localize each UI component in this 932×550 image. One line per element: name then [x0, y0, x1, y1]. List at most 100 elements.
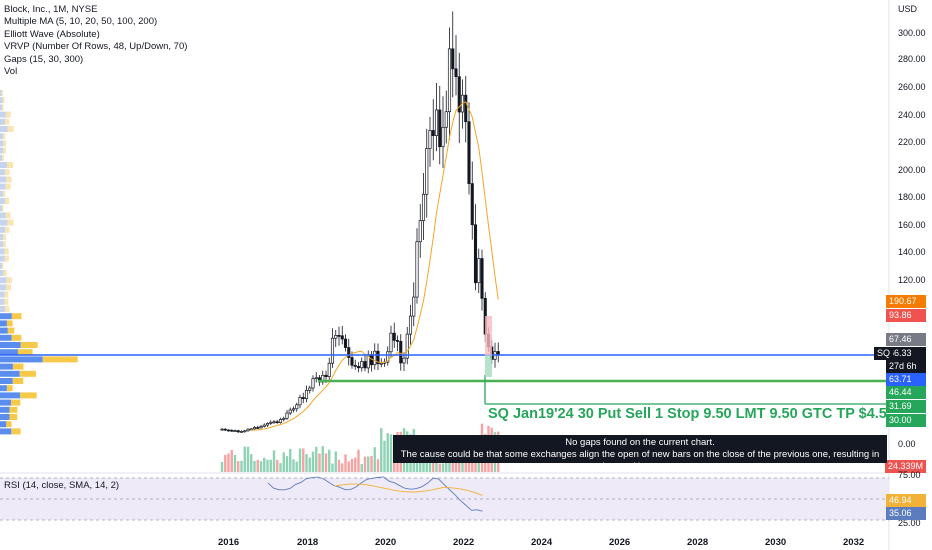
candle-body: [269, 421, 273, 424]
volume-bar: [259, 461, 263, 472]
profile-bar-down: [1, 90, 4, 96]
volume-bar: [220, 461, 224, 472]
x-tick: 2024: [531, 537, 553, 548]
candle-body: [295, 404, 299, 410]
profile-bar-down: [3, 147, 6, 154]
profile-bar-up: [0, 162, 8, 168]
indicator-elliott-wave[interactable]: Elliott Wave (Absolute): [4, 28, 100, 40]
profile-bar-up: [0, 306, 6, 312]
gaps-notice: No gaps found on the current chart. The …: [393, 435, 887, 472]
x-tick: 2016: [218, 537, 240, 548]
indicator-multiple-ma[interactable]: Multiple MA (5, 10, 20, 50, 100, 200): [4, 16, 158, 28]
profile-bar-down: [6, 421, 12, 428]
candle-body: [243, 430, 247, 433]
volume-bar: [224, 454, 227, 472]
candle-body: [467, 121, 471, 184]
profile-bar-up: [0, 198, 5, 204]
volume-bar: [318, 453, 321, 472]
candle-body: [256, 427, 260, 429]
profile-bar-down: [19, 370, 36, 377]
profile-bar-up: [0, 327, 8, 334]
volume-bar: [253, 460, 256, 472]
volume-bar: [276, 459, 279, 472]
profile-bar-up: [0, 126, 8, 132]
rsi-ma-line: [333, 483, 483, 496]
candle-body: [395, 340, 400, 342]
candles: [220, 11, 500, 433]
volume-bar: [308, 457, 311, 472]
candle-body: [308, 387, 312, 391]
indicator-vol[interactable]: Vol: [4, 66, 18, 78]
volume-bar: [360, 463, 363, 472]
candle-body: [337, 335, 341, 337]
volume-bar: [448, 458, 451, 472]
indicator-gaps[interactable]: Gaps (15, 30, 300): [4, 53, 84, 65]
profile-bar-up: [0, 205, 2, 212]
candle-body: [402, 357, 406, 364]
candle-body: [314, 377, 318, 380]
volume-bar: [471, 454, 474, 472]
candle-body: [425, 148, 429, 195]
profile-bar-down: [1, 205, 4, 212]
rsi-y-tick: 75.00: [898, 470, 921, 480]
volume-bar: [441, 463, 445, 472]
candle-body: [233, 430, 237, 432]
price-label-target: 31.69: [886, 400, 926, 413]
rsi-ma-label: 46.94: [886, 494, 926, 507]
trade-annotation[interactable]: SQ Jan19'24 30 Put Sell 1 Stop 9.50 LMT …: [488, 406, 887, 422]
volume-bar: [324, 453, 328, 472]
candle-body: [470, 183, 474, 226]
candle-body: [392, 332, 396, 341]
chart-title[interactable]: Block, Inc., 1M, NYSE: [4, 4, 98, 15]
price-label-high: 67.46: [886, 333, 926, 346]
profile-bar-down: [12, 363, 24, 370]
rsi-title[interactable]: RSI (14, close, SMA, 14, 2): [4, 480, 120, 491]
profile-bar-up: [0, 154, 3, 161]
y-tick: 300.00: [898, 28, 926, 38]
volume-bar: [250, 454, 253, 472]
profile-bar-down: [4, 198, 10, 204]
profile-bar-up: [0, 248, 5, 255]
candle-body: [223, 428, 227, 431]
volume-bar: [298, 448, 302, 472]
volume-bar: [373, 447, 376, 472]
x-tick: 2018: [297, 537, 319, 548]
profile-bar-down: [11, 399, 21, 406]
volume-bar: [311, 451, 315, 472]
y-tick: 140.00: [898, 247, 926, 257]
profile-bar-down: [5, 111, 11, 118]
profile-bar-down: [6, 320, 13, 327]
profile-bar-down: [4, 291, 9, 298]
profile-bar-down: [9, 406, 18, 413]
candle-body: [444, 111, 448, 128]
candle-body: [405, 333, 409, 359]
candle-body: [252, 427, 257, 430]
profile-bar-down: [4, 298, 9, 305]
candle-body: [282, 417, 286, 420]
candle-body: [246, 428, 250, 432]
volume-bar: [295, 461, 298, 472]
candle-body: [457, 76, 461, 113]
profile-bar-down: [3, 140, 7, 147]
volume-bar: [315, 446, 318, 472]
indicator-vrvp[interactable]: VRVP (Number Of Rows, 48, Up/Down, 70): [4, 41, 188, 53]
volume-profile: [0, 90, 78, 435]
candle-body: [311, 378, 315, 389]
candle-body: [464, 94, 468, 123]
volume-bar: [305, 454, 308, 472]
y-tick: 160.00: [898, 220, 926, 230]
volume-bar: [376, 459, 380, 472]
candle-body: [226, 429, 231, 432]
range-box-green: [485, 355, 492, 377]
profile-bar-up: [0, 406, 10, 413]
profile-bar-down: [2, 190, 6, 197]
profile-bar-up: [0, 140, 4, 147]
volume-bar: [321, 446, 324, 472]
profile-bar-down: [6, 284, 11, 291]
volume-bar: [428, 455, 432, 472]
price-label-last: 66.33: [886, 347, 926, 360]
candle-body: [454, 68, 458, 78]
volume-label: 24.339M: [884, 460, 926, 473]
candle-body: [291, 408, 296, 411]
x-tick: 2020: [375, 537, 397, 548]
